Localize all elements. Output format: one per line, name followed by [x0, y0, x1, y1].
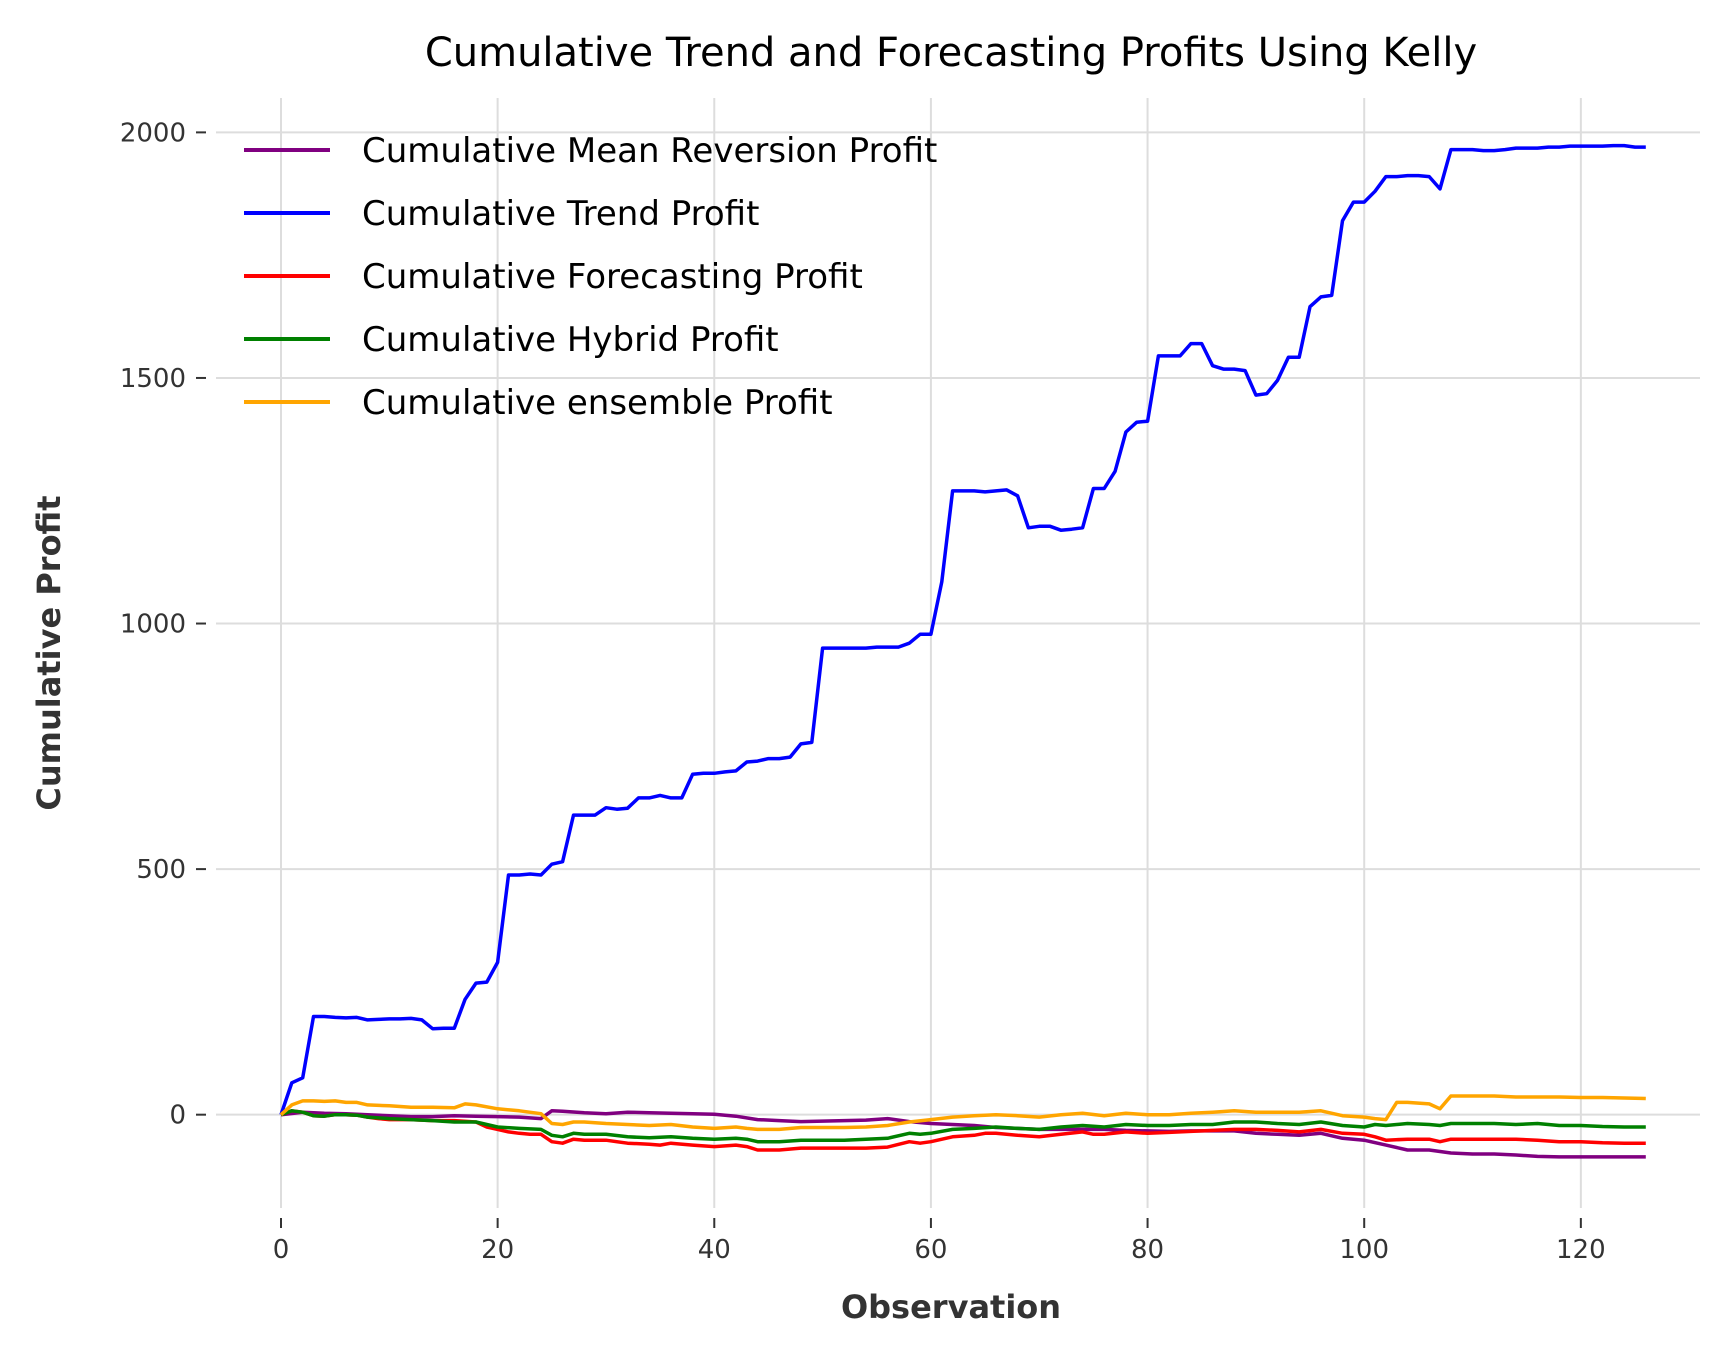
y-tick-label: 0: [169, 1101, 186, 1131]
series-line-1: [280, 1109, 1646, 1159]
x-tick-label: 60: [914, 1235, 947, 1265]
x-axis-label: Observation: [841, 1288, 1061, 1326]
series-line-5: [279, 1094, 1646, 1132]
y-tick-label: 500: [136, 855, 186, 885]
legend-label: Cumulative ensemble Profit: [362, 383, 833, 423]
y-tick-label: 1500: [120, 364, 186, 394]
x-tick-label: 20: [481, 1235, 514, 1265]
x-tick-label: 40: [698, 1235, 731, 1265]
y-tick-label: 1000: [120, 610, 186, 640]
series-line-2: [279, 143, 1646, 1116]
legend-label: Cumulative Mean Reversion Profit: [362, 131, 937, 171]
x-tick-label: 100: [1339, 1235, 1389, 1265]
axis-ticks: 0 20 40 60 80 100 120 0 500 1000 1500 2000: [120, 118, 1606, 1265]
legend-label: Cumulative Trend Profit: [362, 194, 759, 234]
chart-title: Cumulative Trend and Forecasting Profits…: [425, 30, 1477, 76]
legend-label: Cumulative Hybrid Profit: [362, 320, 779, 360]
x-tick-label: 120: [1556, 1235, 1606, 1265]
legend: Cumulative Mean Reversion Profit Cumulati…: [244, 131, 937, 423]
y-tick-label: 2000: [120, 118, 186, 148]
series-line-4: [280, 1109, 1646, 1144]
grid: [216, 98, 1700, 1208]
series-lines: [279, 143, 1646, 1159]
y-axis-label: Cumulative Profit: [30, 495, 68, 810]
x-tick-label: 0: [273, 1235, 290, 1265]
x-tick-label: 80: [1131, 1235, 1164, 1265]
legend-label: Cumulative Forecasting Profit: [362, 257, 863, 297]
